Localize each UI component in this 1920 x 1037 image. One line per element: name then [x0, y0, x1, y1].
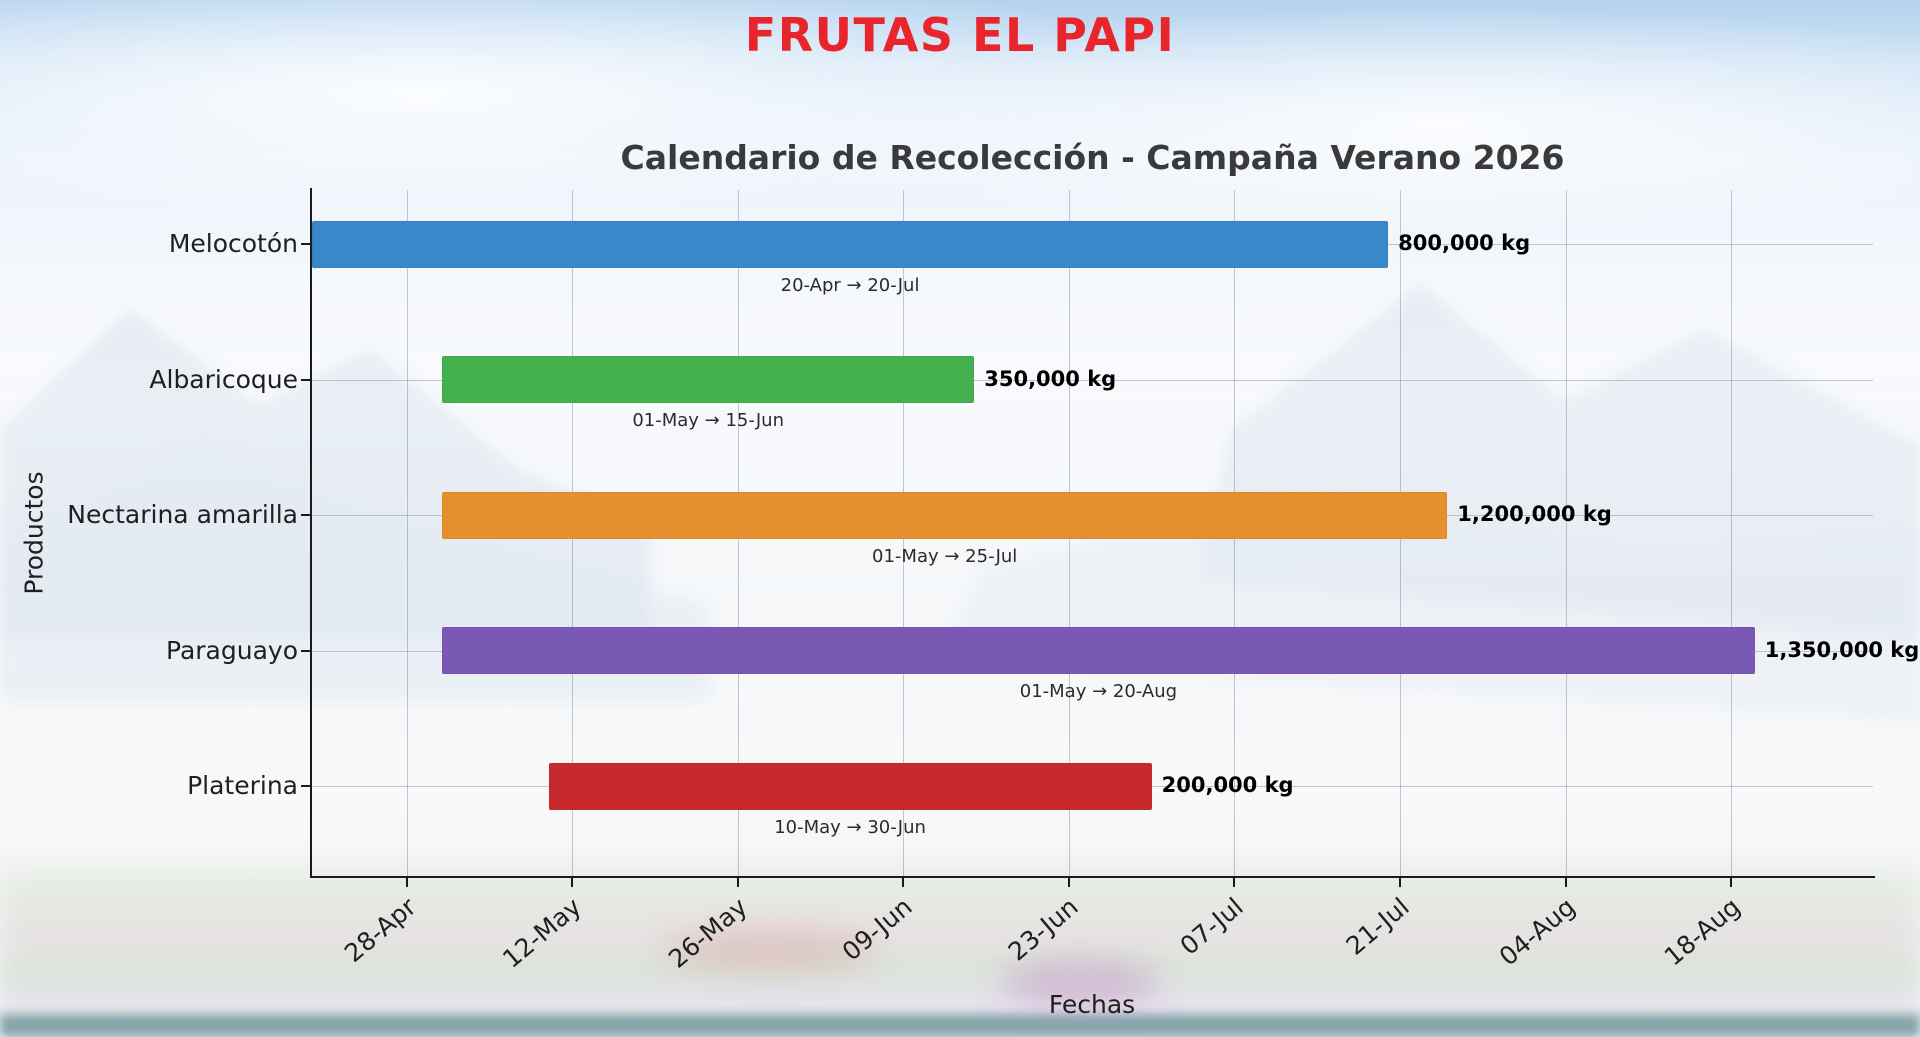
bar-value-label: 1,350,000 kg — [1764, 637, 1920, 662]
x-tick-mark — [1398, 878, 1401, 887]
x-tick-label: 21-Jul — [1340, 892, 1415, 961]
bar-range-label: 20-Apr → 20-Jul — [780, 274, 920, 296]
bar-range-label: 10-May → 30-Jun — [774, 816, 926, 838]
x-tick-mark — [1233, 878, 1236, 887]
y-tick-mark — [301, 378, 310, 381]
x-tick-mark — [1730, 878, 1733, 887]
bar-value-label: 800,000 kg — [1398, 231, 1531, 255]
y-tick-label: Melocotón — [168, 229, 298, 258]
y-tick-label: Nectarina amarilla — [67, 500, 298, 529]
bar-value-label: 200,000 kg — [1161, 773, 1294, 797]
gridline-vertical — [406, 190, 408, 876]
y-tick-mark — [301, 785, 310, 787]
y-tick-mark — [301, 243, 310, 245]
gridline-horizontal — [312, 379, 1873, 381]
gridline-vertical — [1565, 190, 1567, 876]
bar-value-label: 350,000 kg — [984, 366, 1117, 391]
bar-range-label: 01-May → 20-Aug — [1019, 681, 1178, 702]
x-tick-mark — [736, 878, 739, 887]
bar — [442, 356, 975, 403]
x-tick-mark — [902, 878, 905, 887]
chart-title: Calendario de Recolección - Campaña Vera… — [620, 138, 1565, 177]
gridline-vertical — [1731, 190, 1733, 876]
bar — [442, 491, 1448, 539]
y-tick-mark — [301, 649, 310, 652]
bar — [312, 220, 1389, 268]
x-tick-label: 09-Jun — [837, 892, 918, 967]
x-tick-mark — [571, 878, 574, 887]
y-tick-label: Albaricoque — [149, 364, 298, 394]
bar — [548, 762, 1152, 810]
bar-value-label: 1,200,000 kg — [1457, 502, 1612, 526]
y-tick-label: Platerina — [187, 771, 298, 800]
bar — [442, 627, 1755, 674]
x-tick-mark — [405, 878, 408, 887]
x-tick-label: 07-Jul — [1174, 892, 1250, 961]
y-tick-mark — [301, 514, 310, 516]
x-tick-label: 18-Aug — [1658, 892, 1746, 972]
y-axis-line — [310, 188, 312, 878]
x-tick-label: 23-Jun — [1002, 892, 1084, 967]
x-axis-line — [310, 876, 1875, 878]
x-tick-mark — [1564, 878, 1567, 887]
bar-range-label: 01-May → 15-Jun — [632, 410, 784, 431]
bar-range-label: 01-May → 25-Jul — [872, 545, 1018, 567]
x-tick-label: 12-May — [497, 892, 587, 974]
x-tick-label: 28-Apr — [338, 892, 422, 968]
x-tick-mark — [1067, 878, 1070, 887]
x-axis-label: Fechas — [1048, 990, 1136, 1019]
y-tick-label: Paraguayo — [166, 635, 298, 665]
x-tick-label: 26-May — [662, 892, 753, 974]
x-tick-label: 04-Aug — [1493, 892, 1581, 972]
page-title: FRUTAS EL PAPI — [744, 8, 1176, 62]
